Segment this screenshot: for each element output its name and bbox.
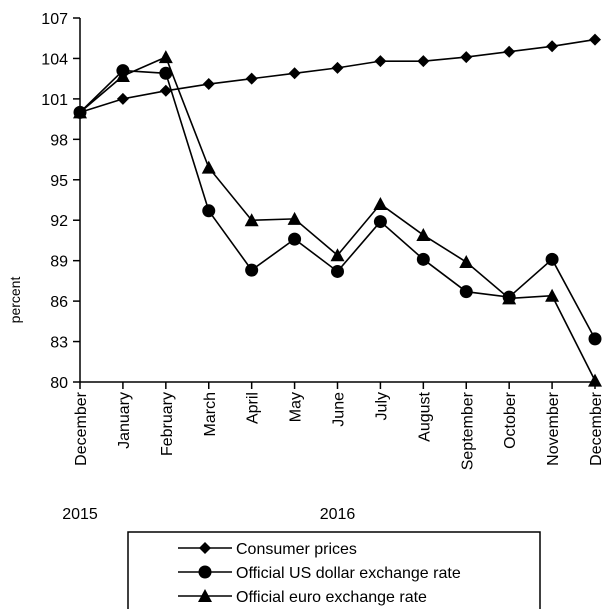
x-tick-label: December bbox=[73, 391, 90, 465]
data-point bbox=[588, 373, 602, 387]
y-tick-label: 104 bbox=[41, 51, 68, 68]
data-point bbox=[288, 67, 301, 80]
data-point bbox=[374, 55, 387, 68]
y-tick-label: 80 bbox=[50, 375, 68, 392]
x-tick-label: April bbox=[245, 392, 262, 424]
data-point bbox=[158, 50, 173, 64]
series-group bbox=[73, 33, 602, 387]
data-point bbox=[503, 45, 516, 58]
series-0 bbox=[74, 33, 601, 119]
series-2 bbox=[73, 50, 602, 387]
data-point bbox=[245, 72, 258, 85]
data-point bbox=[589, 33, 601, 46]
data-point bbox=[417, 55, 430, 68]
data-point bbox=[459, 255, 474, 269]
data-point bbox=[202, 204, 216, 218]
x-tick-label: February bbox=[159, 392, 176, 456]
x-tick-label: November bbox=[545, 391, 562, 465]
y-tick-label: 107 bbox=[41, 11, 68, 28]
data-point bbox=[545, 288, 560, 302]
data-point bbox=[159, 66, 173, 80]
legend-label: Official euro exchange rate bbox=[236, 589, 427, 606]
data-point bbox=[287, 211, 302, 225]
y-tick-label: 86 bbox=[50, 294, 68, 311]
data-point bbox=[460, 51, 473, 64]
y-axis-ticks: 80 83 86 89 92 95 98 101 104 107 bbox=[41, 11, 80, 392]
data-point bbox=[545, 252, 559, 266]
x-tick-label: September bbox=[459, 391, 476, 470]
data-point bbox=[245, 263, 259, 277]
data-point bbox=[244, 213, 259, 227]
y-tick-label: 92 bbox=[50, 213, 68, 230]
data-point bbox=[202, 78, 215, 91]
data-point bbox=[588, 332, 602, 346]
x-tick-label: August bbox=[416, 391, 433, 441]
x-axis-ticks: December January February March April May June… bbox=[73, 382, 602, 470]
data-point bbox=[201, 160, 216, 174]
legend-item: Official US dollar exchange rate bbox=[178, 565, 461, 582]
y-tick-label: 95 bbox=[50, 173, 68, 190]
year-label: 2015 bbox=[62, 506, 98, 523]
x-tick-label: June bbox=[331, 392, 348, 427]
data-point bbox=[373, 215, 387, 229]
legend-marker bbox=[198, 589, 212, 602]
series-line bbox=[79, 38, 596, 114]
legend-item: Official euro exchange rate bbox=[178, 589, 427, 606]
data-point bbox=[331, 61, 344, 74]
y-tick-label: 101 bbox=[41, 92, 68, 109]
legend-label: Consumer prices bbox=[236, 541, 357, 558]
data-point bbox=[73, 105, 87, 119]
legend-marker bbox=[198, 565, 212, 579]
x-tick-label: July bbox=[373, 392, 390, 420]
data-point bbox=[546, 40, 559, 53]
x-tick-label: May bbox=[288, 392, 305, 422]
legend-label: Official US dollar exchange rate bbox=[236, 565, 461, 582]
data-point bbox=[331, 264, 344, 278]
data-point bbox=[459, 285, 473, 299]
data-point bbox=[288, 232, 302, 246]
legend-item: Consumer prices bbox=[178, 541, 357, 558]
legend: Consumer prices Official US dollar exchan… bbox=[127, 531, 541, 609]
series-line bbox=[79, 56, 596, 382]
data-point bbox=[116, 92, 129, 105]
legend-marker bbox=[199, 542, 211, 554]
year-labels: 2015 2016 bbox=[62, 506, 355, 523]
data-point bbox=[416, 252, 430, 266]
x-tick-label: January bbox=[116, 392, 133, 449]
data-point bbox=[373, 197, 388, 211]
data-point bbox=[330, 248, 345, 262]
x-tick-label: March bbox=[202, 392, 219, 436]
data-point bbox=[416, 228, 431, 242]
y-axis-title: percent bbox=[7, 277, 23, 324]
year-label: 2016 bbox=[320, 506, 356, 523]
data-point bbox=[159, 84, 172, 97]
data-point bbox=[502, 291, 517, 305]
x-tick-label: December bbox=[588, 391, 602, 465]
data-point bbox=[115, 68, 130, 82]
y-tick-label: 89 bbox=[50, 254, 68, 271]
x-tick-label: October bbox=[502, 391, 519, 449]
y-tick-label: 98 bbox=[50, 132, 68, 149]
series-1 bbox=[73, 64, 602, 346]
y-tick-label: 83 bbox=[50, 335, 68, 352]
